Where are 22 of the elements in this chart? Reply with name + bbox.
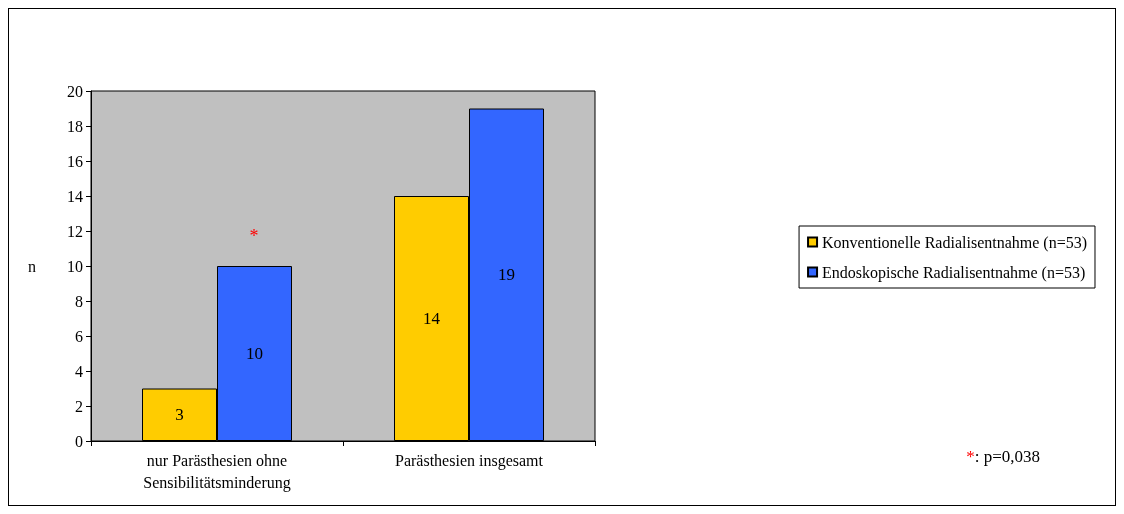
annotation: * <box>249 226 259 246</box>
text: *: p=0,038 <box>966 447 1040 466</box>
y-tick-label: 0 <box>75 432 83 450</box>
y-tick-label: 10 <box>67 257 83 275</box>
y-tick-label: 6 <box>75 327 83 345</box>
y-tick-label: 4 <box>75 362 83 380</box>
y-tick-label: 14 <box>67 187 83 205</box>
y-tick-label: 20 <box>67 82 83 100</box>
y-tick-label: 8 <box>75 292 83 310</box>
y-tick-label: 12 <box>67 222 83 240</box>
legend-label: Konventionelle Radialisentnahme (n=53) <box>822 233 1087 252</box>
y-tick-label: 16 <box>67 152 83 170</box>
x-tick-label: nur Parästhesien ohne Sensibilitätsminderung <box>143 451 291 492</box>
data-label: 19 <box>498 265 515 285</box>
y-axis-title: n <box>28 257 36 275</box>
data-label: 3 <box>175 405 184 425</box>
data-label: 10 <box>246 344 263 363</box>
data-label: 14 <box>423 309 441 328</box>
legend-label: Endoskopische Radialisentnahme (n=53) <box>822 263 1086 282</box>
x-tick-label: Parästhesien insgesamt <box>395 451 544 470</box>
y-tick-label: 2 <box>75 397 83 415</box>
y-tick-label: 18 <box>67 117 83 135</box>
